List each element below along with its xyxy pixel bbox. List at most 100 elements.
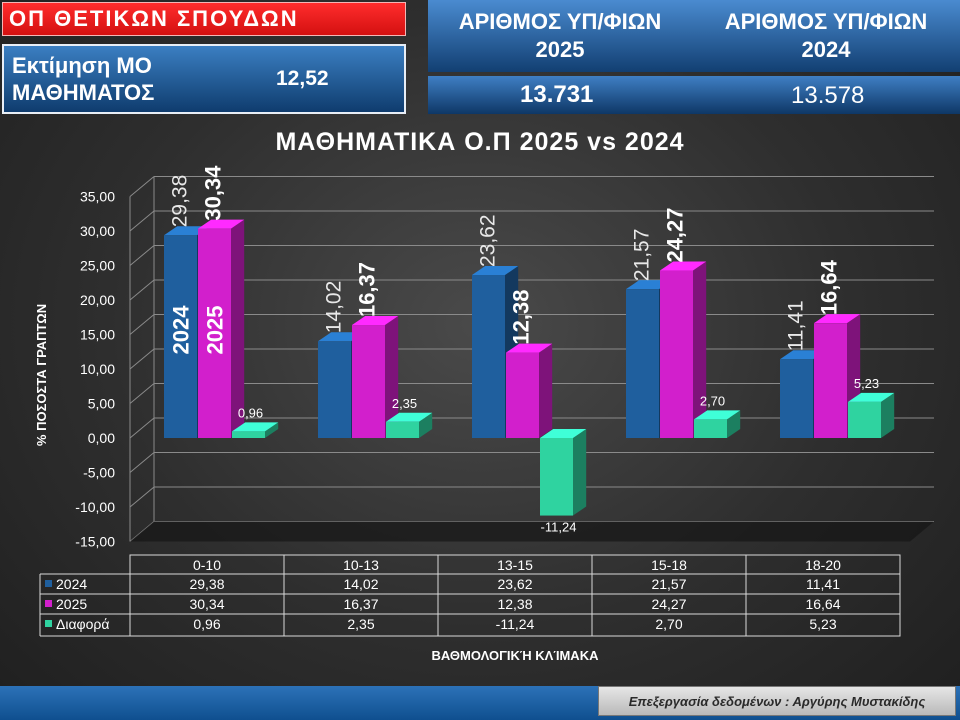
y-tick-label: 5,00 [88, 396, 115, 412]
bar-Διαφορά [848, 401, 881, 438]
table-cell: 21,57 [651, 576, 686, 592]
y-tick-label: 30,00 [80, 223, 115, 239]
data-label-2024: 21,57 [631, 229, 654, 282]
bar-side-Διαφορά [881, 392, 895, 438]
x-axis-title: ΒΑΘΜΟΛΟΓΙΚΉ ΚΛΊΜΑΚΑ [432, 648, 600, 663]
x-category-label: 13-15 [497, 557, 533, 573]
table-cell: 30,34 [189, 596, 224, 612]
data-label-2025: 16,64 [817, 259, 842, 315]
data-label-Διαφορά: 5,23 [854, 376, 879, 391]
bar-Διαφορά [694, 419, 727, 438]
data-label-2025: 16,37 [355, 262, 380, 317]
gridline-depth [129, 210, 155, 232]
estimate-panel: Εκτίμηση ΜΟ ΜΑΘΗΜΑΤΟΣ 12,52 [2, 44, 406, 114]
candidates-2025-value: 13.731 [520, 81, 594, 108]
table-cell: 0,96 [193, 616, 220, 632]
gridline-depth [129, 417, 155, 439]
table-cell: 16,37 [343, 596, 378, 612]
table-cell: 14,02 [343, 576, 378, 592]
bar-2024 [626, 289, 659, 438]
data-label-2025: 24,27 [663, 207, 688, 262]
y-tick-label: -5,00 [83, 465, 115, 481]
credit-label: Επεξεργασία δεδομένων : Αργύρης Μυστακίδ… [598, 686, 956, 716]
bar-side-2025 [385, 316, 399, 438]
bar-2025 [814, 323, 847, 438]
bar-top-Διαφορά [232, 422, 279, 432]
bar-2024 [472, 275, 505, 438]
chart-floor [130, 521, 934, 542]
bar-side-2025 [539, 343, 553, 438]
estimate-value: 12,52 [276, 67, 329, 90]
gridline-depth [129, 176, 155, 197]
y-tick-label: 0,00 [88, 430, 115, 446]
data-label-2024: 23,62 [477, 214, 500, 267]
candidates-2024-label: ΑΡΙΘΜΟΣ ΥΠ/ΦΙΩΝ 2024 [724, 9, 928, 62]
estimate-label: Εκτίμηση ΜΟ ΜΑΘΗΜΑΤΟΣ [12, 53, 155, 105]
bar-2025 [198, 228, 231, 438]
legend-key-2025 [45, 600, 52, 607]
bar-side-2025 [693, 261, 707, 438]
bar-side-2025 [231, 219, 245, 438]
bar-top-2025 [198, 219, 245, 229]
bar-Διαφορά [232, 431, 265, 438]
bar-top-2025 [352, 316, 399, 326]
gridline-depth [129, 279, 155, 301]
bar-top-2025 [814, 314, 861, 324]
program-title: ΟΠ ΘΕΤΙΚΩΝ ΣΠΟΥΔΩΝ [2, 2, 406, 36]
data-label-Διαφορά: -11,24 [541, 520, 577, 535]
x-category-label: 15-18 [651, 557, 687, 573]
bar-top-Διαφορά [848, 392, 895, 402]
gridline-depth [129, 486, 155, 508]
chart-title: ΜΑΘΗΜΑΤΙΚΑ Ο.Π 2025 vs 2024 [275, 128, 684, 156]
y-tick-label: 35,00 [80, 189, 115, 205]
y-tick-label: 20,00 [80, 292, 115, 308]
in-bar-year-label: 2024 [169, 305, 194, 355]
gridline-depth [129, 383, 155, 404]
bar-top-2025 [506, 343, 553, 353]
table-cell: 23,62 [497, 576, 532, 592]
bar-Διαφορά [540, 438, 573, 516]
bar-top-Διαφορά [386, 412, 433, 422]
gridline-depth [129, 245, 155, 266]
bar-2024 [780, 359, 813, 438]
y-tick-label: 10,00 [80, 361, 115, 377]
y-tick-label: -10,00 [75, 499, 115, 515]
table-cell: 2,35 [347, 616, 374, 632]
bar-2024 [318, 341, 351, 438]
table-cell: 2,70 [655, 616, 682, 632]
candidates-values: 13.731 13.578 [428, 76, 960, 114]
candidates-header: ΑΡΙΘΜΟΣ ΥΠ/ΦΙΩΝ 2025 ΑΡΙΘΜΟΣ ΥΠ/ΦΙΩΝ 202… [428, 0, 960, 72]
x-category-label: 18-20 [805, 557, 841, 573]
bar-top-2024 [472, 266, 519, 276]
gridline-depth [129, 348, 155, 370]
data-label-Διαφορά: 2,70 [700, 393, 725, 408]
table-cell: -11,24 [496, 616, 535, 632]
table-cell: 12,38 [497, 596, 532, 612]
bar-top-Διαφορά [540, 429, 587, 438]
table-cell: 16,64 [805, 596, 840, 612]
bar-top-Διαφορά [694, 410, 741, 420]
table-cell: 5,23 [809, 616, 836, 632]
comparison-chart: -15,00 -10,00 -5,00 0,00 5,00 10,00 15,00 20,00… [39, 128, 934, 663]
legend-label-2024: 2024 [56, 576, 87, 592]
data-label-2024: 14,02 [323, 281, 346, 334]
table-cell: 29,38 [189, 576, 224, 592]
data-label-2024: 29,38 [169, 175, 192, 228]
gridline-depth [129, 314, 155, 335]
legend-label-Διαφορά: Διαφορά [56, 616, 109, 632]
x-category-label: 10-13 [343, 557, 379, 573]
legend-label-2025: 2025 [56, 596, 87, 612]
legend-key-Διαφορά [45, 620, 52, 627]
bar-side-Διαφορά [419, 412, 433, 438]
candidates-2025-label: ΑΡΙΘΜΟΣ ΥΠ/ΦΙΩΝ 2025 [458, 9, 662, 62]
gridline-depth [129, 452, 155, 473]
y-tick-label: 15,00 [80, 327, 115, 343]
bar-2025 [660, 270, 693, 438]
bar-Διαφορά [386, 421, 419, 438]
x-category-label: 0-10 [193, 557, 221, 573]
data-label-2025: 30,34 [201, 165, 226, 221]
y-tick-label: -15,00 [75, 534, 115, 550]
bar-side-Διαφορά [265, 422, 279, 438]
data-label-Διαφορά: 2,35 [392, 396, 417, 411]
bar-2025 [352, 325, 385, 438]
